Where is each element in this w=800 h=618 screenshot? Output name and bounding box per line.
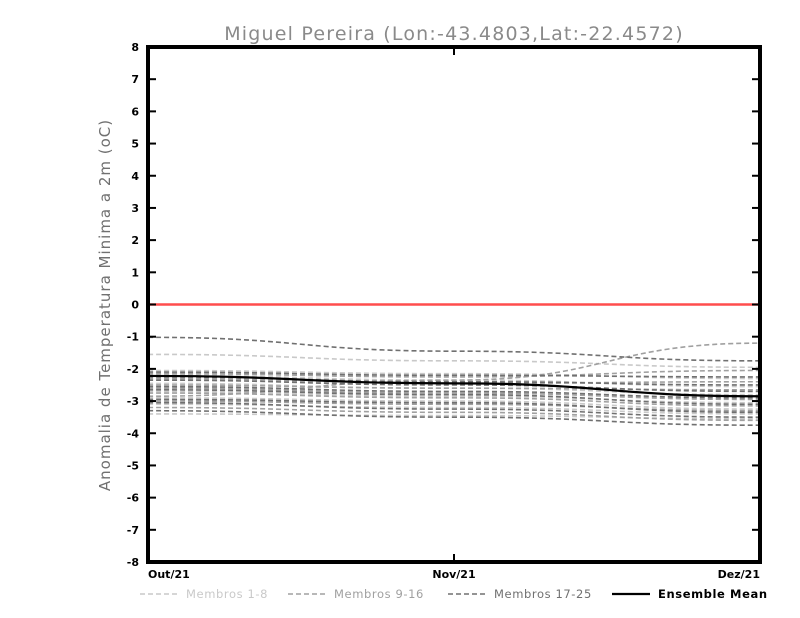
- y-tick-label: -2: [127, 363, 139, 376]
- x-tick-label: Out/21: [148, 568, 190, 581]
- x-tick-label: Dez/21: [718, 568, 760, 581]
- x-tick-labels: Out/21 Nov/21 Dez/21: [148, 568, 760, 581]
- ensemble-member-line: [147, 398, 761, 414]
- ensemble-member-line: [147, 353, 761, 369]
- chart-legend: Membros 1-8 Membros 9-16 Membros 17-25 Ense…: [140, 587, 768, 601]
- x-tick-label: Nov/21: [432, 568, 475, 581]
- ensemble-member-line: [147, 387, 761, 401]
- ensemble-member-line: [147, 385, 761, 399]
- legend-label: Membros 9-16: [334, 587, 424, 601]
- y-tick-label: -6: [127, 492, 140, 505]
- ensemble-member-line: [147, 403, 761, 415]
- ensemble-member-line: [147, 342, 761, 398]
- y-tick-label: -7: [127, 524, 139, 537]
- ensemble-member-line: [147, 369, 761, 380]
- legend-label: Membros 17-25: [494, 587, 592, 601]
- ensemble-member-line: [147, 379, 761, 393]
- ensemble-member-line: [147, 392, 761, 407]
- ensemble-member-line: [147, 413, 761, 420]
- y-tick-label: -8: [127, 556, 139, 569]
- plot-area: [146, 45, 762, 564]
- legend-label: Membros 1-8: [186, 587, 268, 601]
- ensemble-member-line: [147, 397, 761, 410]
- ensemble-member-line: [147, 384, 761, 391]
- y-tick-label: -5: [127, 459, 139, 472]
- legend-label: Ensemble Mean: [658, 587, 768, 601]
- ensemble-member-line: [147, 371, 761, 378]
- series-layer: [147, 336, 761, 426]
- y-tick-label: 4: [131, 170, 139, 183]
- y-tick-label: 0: [131, 299, 139, 312]
- ensemble-member-line: [147, 389, 761, 406]
- y-axis-label: Anomalia de Temperatura Minima a 2m (oC): [96, 119, 114, 491]
- axis-ticks: [147, 46, 761, 563]
- y-tick-labels: 8 7 6 5 4 3 2 1 0 -1 -2 -3 -4 -5 -6 -7 -8: [127, 41, 140, 569]
- y-tick-label: 3: [131, 202, 139, 215]
- y-tick-label: -4: [127, 427, 140, 440]
- ensemble-member-line: [147, 409, 761, 426]
- plot-frame: [146, 45, 762, 564]
- y-tick-label: 8: [131, 41, 139, 54]
- ensemble-mean-line: [147, 374, 761, 398]
- y-tick-label: 2: [131, 234, 139, 247]
- ensemble-member-line: [147, 336, 761, 362]
- y-tick-label: -3: [127, 395, 139, 408]
- y-tick-label: 1: [131, 266, 139, 279]
- y-tick-label: 5: [131, 138, 139, 151]
- ensemble-member-line: [147, 406, 761, 422]
- ensemble-member-line: [147, 401, 761, 418]
- y-tick-label: -1: [127, 331, 139, 344]
- ensemble-member-line: [147, 400, 761, 412]
- y-tick-label: 6: [131, 105, 139, 118]
- y-tick-label: 7: [131, 73, 139, 86]
- ensemble-member-line: [147, 369, 761, 378]
- chart-title: Miguel Pereira (Lon:-43.4803,Lat:-22.457…: [224, 23, 684, 45]
